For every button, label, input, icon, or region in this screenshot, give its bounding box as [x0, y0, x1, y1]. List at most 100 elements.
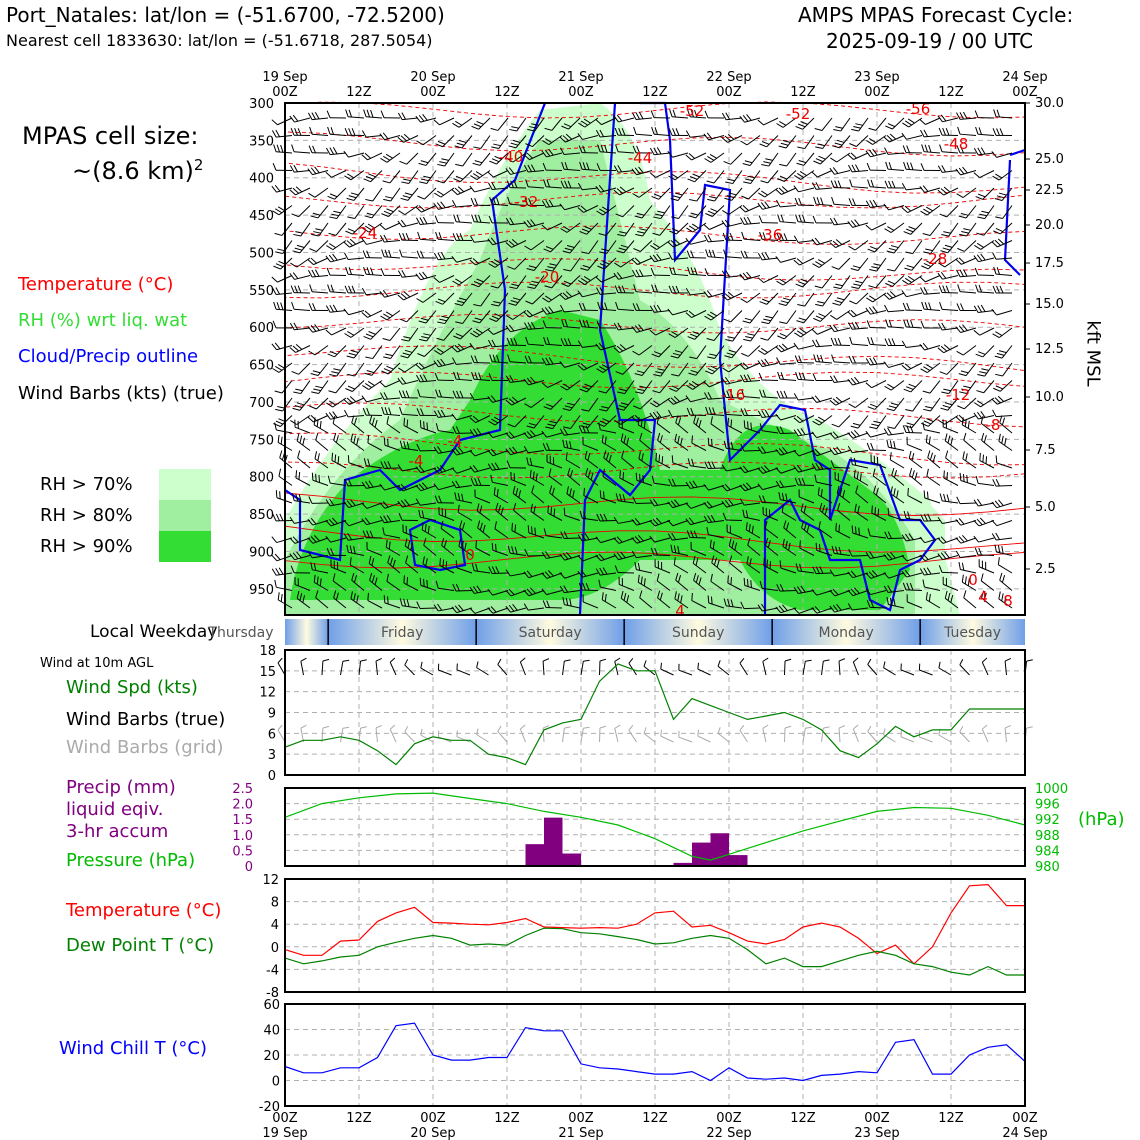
wind-barb-feather: [836, 139, 845, 143]
wind-barb-feather: [923, 251, 931, 254]
wind-barb: [710, 416, 725, 434]
wind-barb-feather: [380, 157, 388, 163]
wind-barb-feather: [365, 175, 374, 180]
wind-barb: [399, 440, 419, 451]
wind-barb: [722, 232, 743, 241]
wind-barb-staff: [743, 607, 761, 610]
wind-barb-feather: [441, 158, 449, 161]
wind-barb-staff: [563, 537, 581, 540]
wind-barb-feather: [833, 286, 841, 290]
wind-barb: [759, 135, 779, 148]
wind-chill-label: Wind Chill T (°C): [59, 1038, 207, 1059]
wind-barb-staff: [839, 292, 851, 306]
wind-barb-feather: [543, 336, 547, 345]
wind-barb-feather: [562, 292, 569, 299]
wind-barb-feather: [426, 422, 428, 431]
wind-barb: [902, 145, 923, 154]
wind-barb-feather: [385, 153, 393, 159]
wind-barb-staff: [960, 133, 977, 136]
wind-barb: [415, 205, 437, 213]
wind-barb-feather: [275, 490, 278, 498]
wind-barb: [811, 395, 833, 403]
wind-barb: [740, 374, 761, 383]
wind-barb: [397, 483, 419, 492]
wind-barb-staff: [802, 275, 815, 288]
wind-barb-staff: [586, 222, 599, 235]
wind-barb-feather: [889, 133, 897, 140]
wind-barb-feather: [420, 317, 429, 321]
wind-barb-feather: [541, 200, 547, 208]
wind-barb-staff: [407, 345, 419, 359]
wind-barb-staff: [352, 380, 365, 392]
wind-barb-feather: [943, 470, 945, 479]
wind-barb-feather: [333, 210, 341, 214]
wind-barb-staff: [654, 415, 671, 420]
wind-barb-staff: [727, 425, 743, 434]
surface-barb-staff: [389, 729, 397, 743]
wind-barb-feather: [367, 223, 375, 229]
wind-barb-staff: [618, 275, 635, 280]
wind-barb-staff: [780, 415, 797, 421]
wind-barb-feather: [689, 198, 697, 202]
wind-barb-staff: [532, 135, 545, 147]
wind-barb: [616, 397, 635, 411]
wind-barb-feather: [743, 181, 751, 184]
wind-barb: [417, 231, 437, 241]
wind-barb-staff: [690, 135, 707, 138]
wind-barb-staff: [678, 362, 689, 377]
wind-barb-feather: [869, 269, 877, 272]
wind-barb: [797, 292, 815, 307]
wind-barb-staff: [857, 257, 869, 271]
wind-barb-feather: [454, 187, 461, 194]
wind-barb-feather: [995, 228, 1004, 232]
wind-barb-feather: [901, 340, 907, 348]
wind-barb-staff: [731, 187, 743, 201]
wind-barb-feather: [405, 233, 410, 241]
wind-barb-feather: [579, 161, 583, 170]
wind-barb-staff: [565, 459, 581, 469]
wind-barb-feather: [291, 213, 299, 218]
wind-barb-feather: [470, 355, 475, 363]
wind-barb-feather: [416, 374, 421, 383]
wind-barb-feather: [380, 461, 385, 469]
wind-barb: [489, 196, 509, 206]
wind-barb: [652, 380, 671, 394]
wind-barb-staff: [816, 432, 833, 439]
wind-barb: [653, 362, 671, 377]
wind-barb: [310, 205, 329, 219]
wind-barb-feather: [651, 126, 655, 135]
wind-barb-staff: [296, 440, 311, 451]
wind-barb-feather: [742, 465, 749, 472]
wind-barb-feather: [669, 230, 677, 235]
wind-barb-staff: [474, 221, 491, 224]
wind-barb-feather: [598, 422, 601, 430]
wind-barb-feather: [469, 429, 475, 437]
wind-barb-feather: [668, 252, 673, 260]
wind-barb-staff: [815, 572, 833, 575]
wind-barb-feather: [941, 234, 949, 237]
wind-barb-staff: [546, 310, 563, 315]
wind-barb: [739, 271, 761, 281]
wind-barb-staff: [294, 327, 311, 331]
wind-barb-feather: [960, 212, 969, 216]
wind-barb: [920, 205, 941, 216]
wind-barb: [529, 469, 545, 486]
wind-barb-feather: [456, 300, 465, 304]
wind-barb-feather: [642, 474, 644, 483]
wind-barb-feather: [817, 143, 825, 147]
wind-barb-staff: [492, 467, 509, 471]
wind-barb-feather: [711, 461, 716, 469]
wind-barb-feather: [973, 305, 979, 313]
wind-barb-feather: [782, 297, 791, 301]
wind-barb-feather: [469, 259, 476, 266]
wind-barb-feather: [776, 426, 781, 434]
wind-barb-feather: [602, 468, 605, 477]
wind-barb-feather: [670, 197, 679, 201]
wind-barb-staff: [335, 222, 347, 236]
wind-barb: [487, 237, 509, 246]
wind-barb-feather: [325, 412, 331, 420]
wind-barb-staff: [422, 135, 437, 146]
wind-barb-feather: [744, 408, 748, 416]
wind-barb-feather: [523, 311, 530, 318]
wind-barb: [651, 126, 671, 136]
